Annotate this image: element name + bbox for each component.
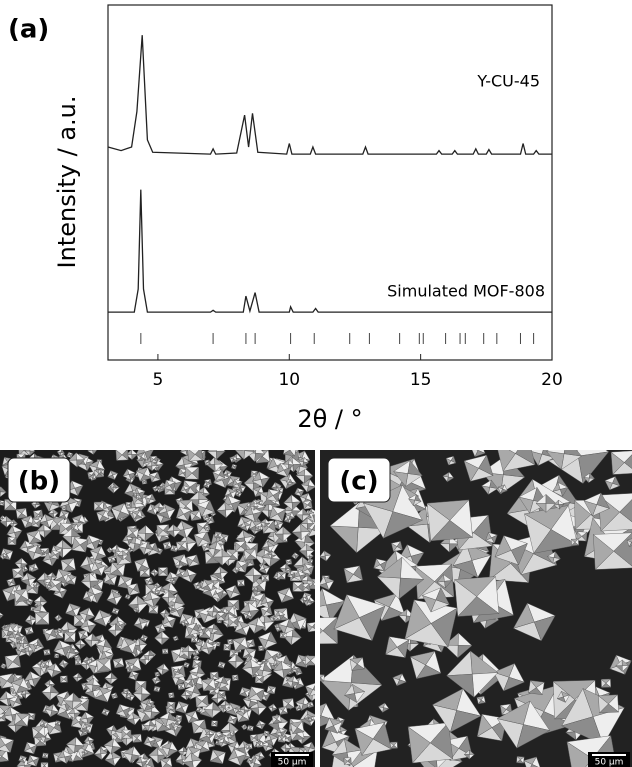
- crystal: [25, 447, 30, 451]
- crystal: [312, 695, 320, 701]
- crystal: [88, 446, 93, 451]
- scale-bar-label: 50 µm: [595, 758, 624, 767]
- crystal: [235, 442, 246, 451]
- series-label: Y-CU-45: [476, 72, 540, 91]
- crystal: [245, 442, 255, 452]
- crystal: [471, 444, 481, 450]
- panel-label: (a): [8, 15, 49, 45]
- crystal: [216, 443, 225, 451]
- x-tick-label: 10: [278, 370, 300, 390]
- crystal: [285, 444, 296, 450]
- x-axis-label: 2θ / °: [297, 405, 362, 433]
- crystal: [92, 446, 98, 450]
- panel-label: (b): [18, 467, 60, 497]
- series-label: Simulated MOF-808: [387, 282, 545, 301]
- x-tick-label: 5: [153, 370, 164, 390]
- pattern-line: [108, 35, 552, 154]
- plot-frame: [108, 5, 552, 360]
- y-axis-label: Intensity / a.u.: [53, 96, 81, 269]
- crystal: [185, 446, 192, 451]
- crystal: [18, 446, 28, 451]
- crystal: [256, 445, 265, 454]
- crystal: [317, 674, 321, 680]
- crystal: [564, 438, 582, 456]
- scale-bar-label: 50 µm: [278, 758, 307, 767]
- x-tick-label: 15: [410, 370, 432, 390]
- panel-label: (c): [339, 467, 378, 497]
- crystal: [574, 429, 609, 456]
- crystal: [180, 446, 186, 452]
- crystal: [30, 447, 35, 452]
- crystal: [547, 438, 567, 454]
- x-tick-label: 20: [541, 370, 563, 390]
- crystal: [208, 443, 217, 451]
